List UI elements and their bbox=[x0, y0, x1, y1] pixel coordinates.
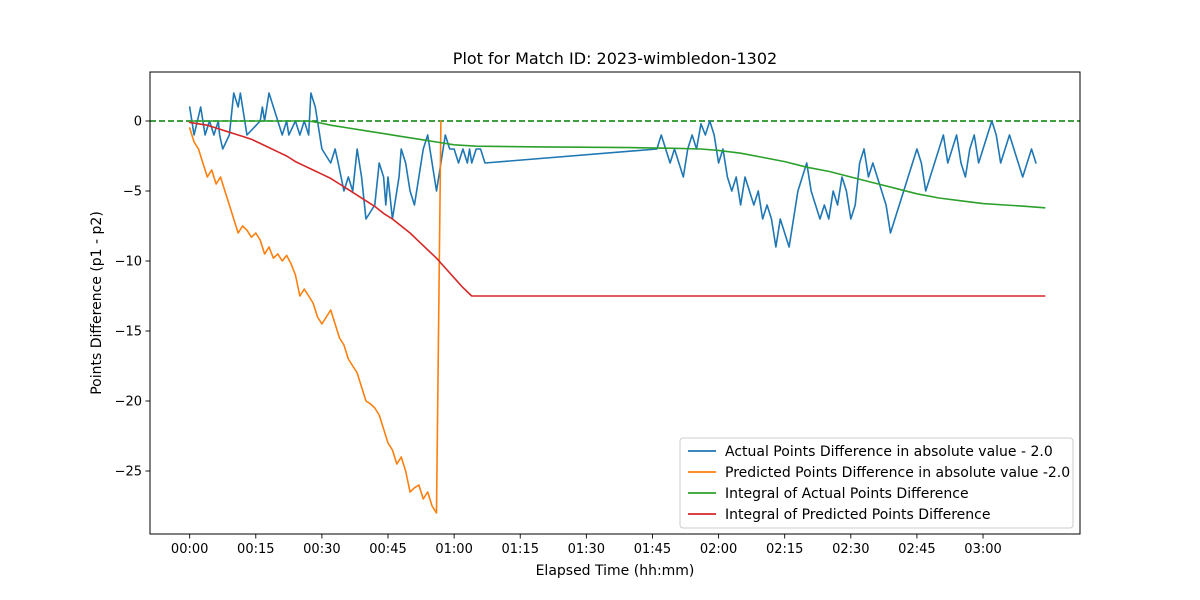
legend: Actual Points Difference in absolute val… bbox=[679, 437, 1074, 529]
x-tick-label: 03:00 bbox=[964, 542, 1001, 557]
legend-label-4: Integral of Predicted Points Difference bbox=[725, 507, 990, 523]
legend-label-1: Actual Points Difference in absolute val… bbox=[725, 444, 1053, 460]
x-tick-label: 02:45 bbox=[898, 542, 935, 557]
plot-area: 00:00 00:15 00:30 00:45 01:00 01:15 01:30 01:45… bbox=[115, 71, 1081, 557]
legend-label-2: Predicted Points Difference in absolute … bbox=[725, 465, 1070, 481]
legend-box bbox=[679, 437, 1074, 529]
series-group bbox=[188, 92, 1046, 514]
series-line-3 bbox=[188, 120, 1046, 209]
x-tick-label: 02:30 bbox=[832, 542, 869, 557]
y-tick-label: −5 bbox=[123, 185, 142, 200]
x-tick-label: 01:00 bbox=[435, 542, 472, 557]
series-line-1 bbox=[188, 92, 1037, 248]
y-tick-label: −25 bbox=[115, 465, 142, 480]
x-tick-label: 02:15 bbox=[766, 542, 803, 557]
x-tick-label: 00:15 bbox=[237, 542, 274, 557]
x-tick-label: 00:00 bbox=[171, 542, 208, 557]
y-tick-label: −15 bbox=[115, 325, 142, 340]
x-tick-label: 01:30 bbox=[568, 542, 605, 557]
x-tick-label: 01:45 bbox=[634, 542, 671, 557]
series-line-4 bbox=[188, 121, 1046, 297]
x-tick-label: 00:30 bbox=[303, 542, 340, 557]
y-tick-label: −20 bbox=[115, 395, 142, 410]
series-line-2 bbox=[188, 120, 442, 514]
axes-frame bbox=[149, 71, 1081, 535]
y-tick-label: 0 bbox=[134, 115, 142, 130]
x-tick-label: 01:15 bbox=[502, 542, 539, 557]
x-axis-label: Elapsed Time (hh:mm) bbox=[536, 563, 695, 579]
y-tick-label: −10 bbox=[115, 255, 142, 270]
x-tick-label: 00:45 bbox=[369, 542, 406, 557]
x-tick-label: 02:00 bbox=[700, 542, 737, 557]
legend-label-3: Integral of Actual Points Difference bbox=[725, 486, 969, 502]
chart-title: Plot for Match ID: 2023-wimbledon-1302 bbox=[453, 49, 777, 68]
y-axis-label: Points Difference (p1 - p2) bbox=[89, 211, 105, 395]
